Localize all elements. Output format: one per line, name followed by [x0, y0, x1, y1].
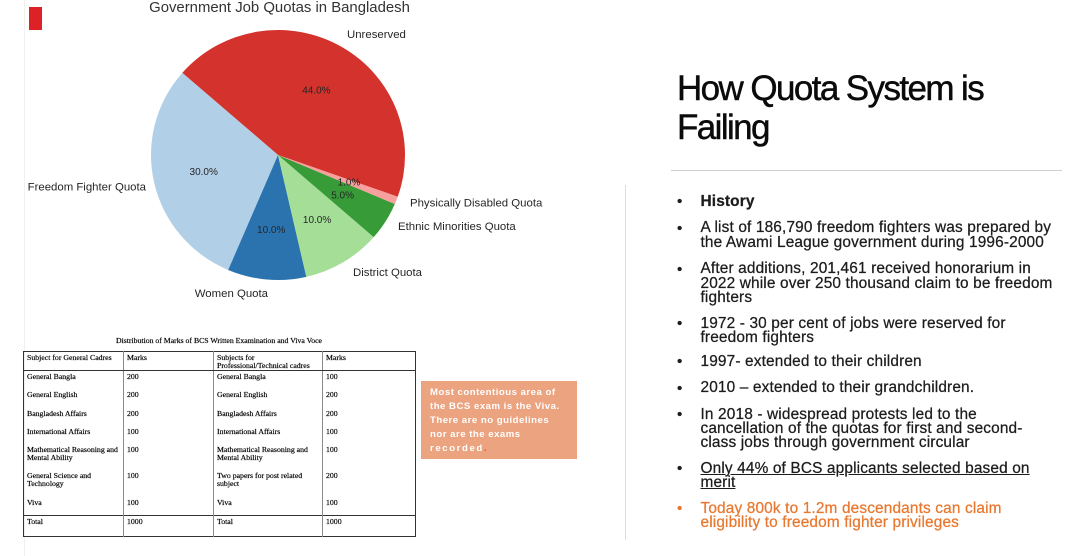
svg-text:Government Job Quotas in Bangl: Government Job Quotas in Bangladesh [149, 0, 410, 16]
svg-text:5.0%: 5.0% [331, 190, 354, 201]
svg-text:Ethnic Minorities Quota: Ethnic Minorities Quota [398, 221, 516, 233]
svg-text:Physically Disabled Quota: Physically Disabled Quota [410, 198, 543, 210]
svg-text:44.0%: 44.0% [302, 86, 330, 97]
svg-text:Unreserved: Unreserved [347, 29, 406, 41]
svg-text:Women Quota: Women Quota [195, 288, 269, 300]
svg-text:District Quota: District Quota [353, 267, 423, 279]
svg-text:10.0%: 10.0% [257, 225, 285, 236]
svg-text:10.0%: 10.0% [303, 215, 331, 226]
svg-text:30.0%: 30.0% [190, 167, 218, 178]
svg-text:1.0%: 1.0% [338, 178, 361, 189]
svg-text:Freedom Fighter Quota: Freedom Fighter Quota [28, 182, 147, 194]
